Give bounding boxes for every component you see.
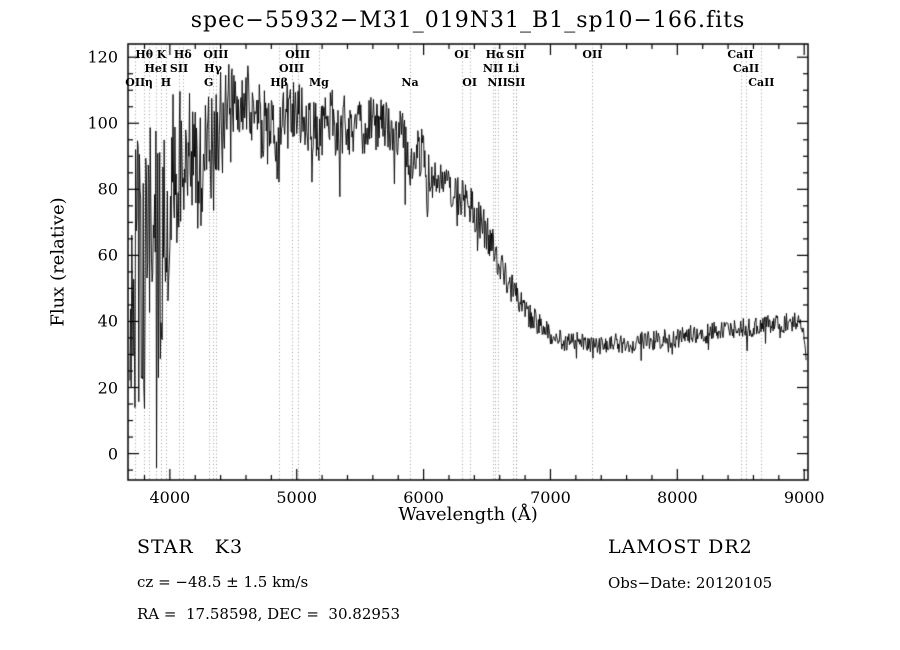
spectral-line-label: SII <box>506 48 525 61</box>
x-tick-label: 6000 <box>403 488 444 507</box>
spectral-line-label: OII <box>125 76 146 89</box>
y-tick-label: 100 <box>87 113 118 133</box>
spectral-line-label: Mg <box>308 76 329 89</box>
x-axis-label: Wavelength (Å) <box>398 504 538 525</box>
spectral-line-label: NII <box>482 62 504 75</box>
ra-dec: RA = 17.58598, DEC = 30.82953 <box>137 605 401 623</box>
spectral-line-label: CaII <box>732 62 760 75</box>
spectral-line-label: HeI <box>144 62 168 75</box>
spectral-line-label: OIII <box>279 62 305 75</box>
figure-title: spec−55932−M31_019N31_B1_sp10−166.fits <box>190 8 746 33</box>
y-tick-label: 20 <box>97 378 118 397</box>
y-tick-label: 60 <box>97 245 118 265</box>
spectral-line-label: SII <box>507 76 526 89</box>
obs-date: Obs−Date: 20120105 <box>608 574 773 592</box>
spectral-line-label: OIII <box>203 48 229 61</box>
object-class-label: STAR K3 <box>137 536 244 558</box>
spectral-line-label: Hβ <box>270 76 288 89</box>
spectral-line-label: OI <box>454 48 470 61</box>
spectral-line-label: Hθ <box>135 48 154 61</box>
spectral-line-label: OIII <box>285 48 311 61</box>
spectral-line-label: Hδ <box>173 48 192 61</box>
x-tick-label: 7000 <box>530 488 571 507</box>
x-tick-label: 4000 <box>149 488 191 507</box>
spectral-line-label: CaII <box>727 48 754 61</box>
spectral-line-label: Na <box>401 76 419 89</box>
x-tick-label: 9000 <box>783 488 825 507</box>
spectral-line-label: K <box>156 48 167 61</box>
spectral-line-label: Hγ <box>204 62 222 75</box>
x-tick-label: 8000 <box>656 488 698 507</box>
spectral-line-label: SII <box>169 62 189 75</box>
y-tick-label: 120 <box>87 47 118 67</box>
y-tick-label: 40 <box>97 311 118 331</box>
spectral-line-label: Li <box>507 62 520 75</box>
survey-label: LAMOST DR2 <box>608 536 753 558</box>
x-tick-label: 5000 <box>276 488 318 507</box>
spectral-line-label: OII <box>582 48 603 61</box>
spectral-line-label: CaII <box>748 76 775 89</box>
spectral-line-label: Hα <box>485 48 505 61</box>
y-tick-label: 80 <box>97 179 118 199</box>
spectral-line-label: NII <box>487 76 508 89</box>
y-axis-label: Flux (relative) <box>47 197 69 327</box>
spectral-line-label: G <box>203 76 214 89</box>
spectral-line-label: H <box>160 76 172 89</box>
spectral-line-label: OI <box>462 76 478 89</box>
cz-value: cz = −48.5 ± 1.5 km/s <box>137 573 309 591</box>
spectral-line-label: η <box>144 76 153 89</box>
y-tick-label: 0 <box>107 444 118 464</box>
